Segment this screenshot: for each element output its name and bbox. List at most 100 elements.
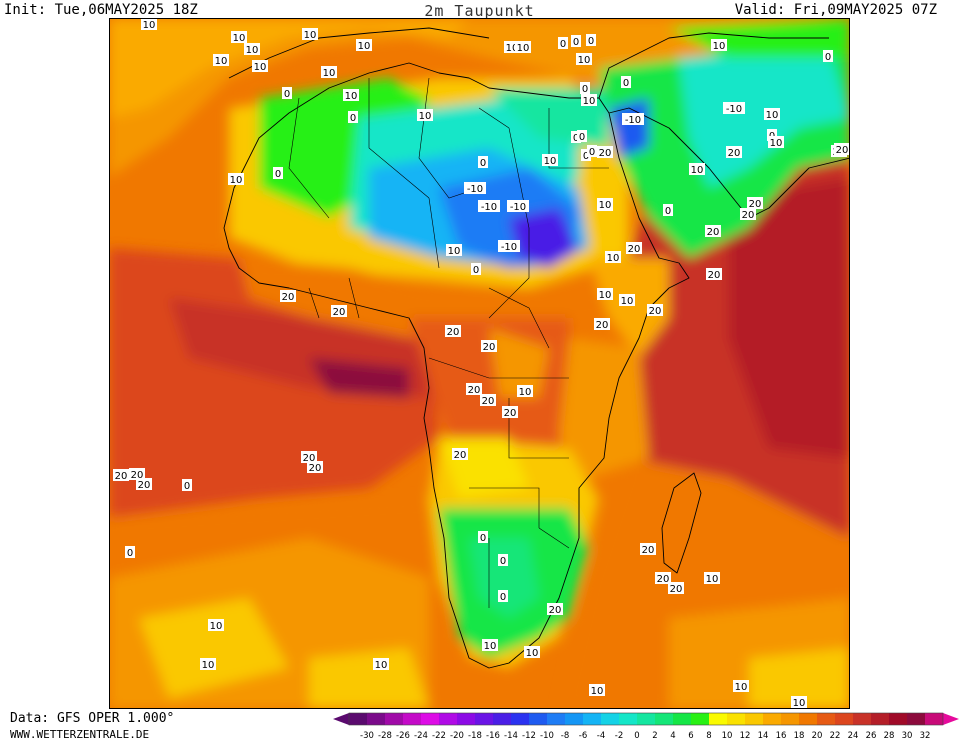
- contour-label-box: [581, 94, 597, 106]
- contour-label-box: [307, 461, 323, 473]
- colorbar-tick-label: -6: [579, 731, 587, 741]
- contour-label: 10: [356, 39, 372, 52]
- init-time-label: Init: Tue,06MAY2025 18Z: [4, 2, 198, 18]
- contour-label-text: 10: [526, 648, 539, 659]
- colorbar-tick-label: 8: [706, 731, 711, 741]
- colorbar-tick-label: -2: [615, 731, 623, 741]
- contour-label-text: 0: [560, 39, 566, 50]
- contour-label-text: 0: [665, 206, 671, 217]
- colorbar-tick-label: -22: [432, 731, 446, 741]
- contour-label-box: [597, 288, 613, 300]
- contour-label-box: [478, 200, 500, 212]
- contour-label-box: [704, 572, 720, 584]
- contour-label: 10: [200, 658, 216, 671]
- contour-label: -10: [464, 182, 486, 195]
- contour-label-box: [373, 658, 389, 670]
- contour-label-text: 20: [504, 408, 517, 419]
- colorbar-segment: [367, 713, 386, 725]
- contour-label-text: 20: [742, 210, 755, 221]
- contour-label-box: [200, 658, 216, 670]
- contour-label-text: 0: [473, 265, 479, 276]
- contour-label-box: [587, 145, 597, 157]
- contour-label-text: 0: [127, 548, 133, 559]
- colorbar-segment: [925, 713, 944, 725]
- contour-label: 20: [726, 146, 742, 159]
- colorbar-segment: [583, 713, 602, 725]
- map-title: 2m Taupunkt: [424, 2, 535, 20]
- colorbar-tick-label: -10: [540, 731, 554, 741]
- colorbar-segment: [457, 713, 476, 725]
- contour-label-box: [498, 240, 520, 252]
- colorbar-segment: [349, 713, 368, 725]
- contour-label-box: [823, 50, 833, 62]
- colorbar-segment: [763, 713, 782, 725]
- colorbar-segment: [493, 713, 512, 725]
- contour-label-text: 20: [549, 605, 562, 616]
- contour-label-box: [478, 156, 488, 168]
- contour-label-box: [446, 244, 462, 256]
- contour-label-box: [507, 200, 529, 212]
- contour-label: 0: [580, 82, 590, 95]
- colorbar-tick-label: -16: [486, 731, 500, 741]
- contour-label: 20: [626, 242, 642, 255]
- contour-label-text: 20: [596, 320, 609, 331]
- contour-label: 10: [417, 109, 433, 122]
- contour-label-box: [576, 53, 592, 65]
- contour-label-text: 10: [607, 253, 620, 264]
- contour-label: 10: [252, 60, 268, 73]
- contour-label: 20: [280, 290, 296, 303]
- contour-label: 20: [640, 543, 656, 556]
- colorbar-tick-label: -28: [378, 731, 392, 741]
- colorbar-segment: [385, 713, 404, 725]
- colorbar-segment: [799, 713, 818, 725]
- contour-label: 20: [136, 478, 152, 491]
- colorbar-tick-label: -24: [414, 731, 428, 741]
- contour-label: -10: [723, 102, 745, 115]
- contour-label-text: -10: [481, 202, 497, 213]
- contour-label-box: [466, 383, 482, 395]
- contour-label-box: [321, 66, 337, 78]
- contour-label: 20: [655, 572, 671, 585]
- contour-label-text: 10: [210, 621, 223, 632]
- contour-label: 0: [571, 131, 581, 144]
- contour-label-box: [689, 163, 705, 175]
- contour-label-text: 10: [583, 96, 596, 107]
- contour-label-text: 20: [670, 584, 683, 595]
- colorbar-tick-label: 30: [902, 731, 913, 741]
- contour-label: 0: [282, 87, 292, 100]
- contour-label-box: [655, 572, 671, 584]
- contour-label-box: [768, 136, 784, 148]
- colorbar-segment: [601, 713, 620, 725]
- contour-label-text: 10: [246, 45, 259, 56]
- contour-label: -10: [498, 240, 520, 253]
- colorbar-tick-label: 22: [830, 731, 841, 741]
- contour-label-box: [417, 109, 433, 121]
- contour-label-text: 10: [591, 686, 604, 697]
- contour-label-text: 20: [749, 199, 762, 210]
- contour-label-box: [764, 108, 780, 120]
- contour-label: 10: [213, 54, 229, 67]
- contour-label: 0: [471, 263, 481, 276]
- contour-label: 0: [498, 590, 508, 603]
- contour-label-text: 10: [484, 641, 497, 652]
- dewpoint-map: 10 10 10 10 10 10 10 10 0 0 0 10 0 0 0 10 10 10 0 0 10 -10 0 -1…: [109, 18, 850, 709]
- colorbar-tick-label: 24: [848, 731, 859, 741]
- contour-label-box: [208, 619, 224, 631]
- colorbar-tick-label: 2: [652, 731, 657, 741]
- colorbar-frame: [348, 712, 944, 726]
- contour-label: 0: [571, 35, 581, 48]
- contour-label: 10: [791, 696, 807, 709]
- contour-label-box: [589, 684, 605, 696]
- contour-label-text: 0: [579, 132, 585, 143]
- colorbar-segment: [619, 713, 638, 725]
- contour-label-box: [547, 603, 563, 615]
- colorbar-tick-label: 26: [866, 731, 877, 741]
- contour-label-text: 20: [333, 307, 346, 318]
- contour-label: 20: [331, 305, 347, 318]
- contour-label-text: 0: [500, 556, 506, 567]
- contour-label-box: [244, 43, 260, 55]
- contour-label-text: 10: [448, 246, 461, 257]
- contour-label-text: 10: [544, 156, 557, 167]
- contour-label-box: [711, 39, 727, 51]
- contour-label-box: [663, 204, 673, 216]
